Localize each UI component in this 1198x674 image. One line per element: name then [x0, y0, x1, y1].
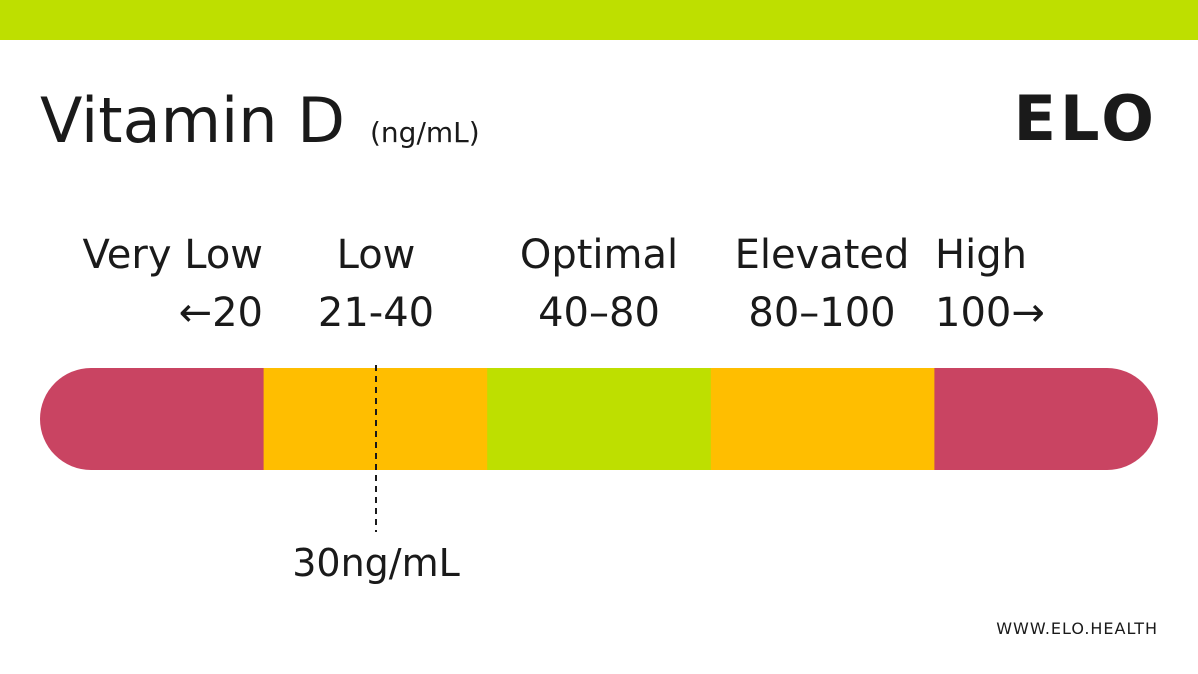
top-band: [0, 0, 1198, 40]
segment-label: Elevated: [735, 232, 910, 278]
segment-label: Low: [337, 232, 416, 278]
range-segment: [487, 368, 712, 470]
range-segment: [710, 368, 936, 470]
segment-range: 40–80: [538, 290, 660, 336]
logo: ELO: [1014, 82, 1158, 155]
segment-range: 100→: [935, 290, 1045, 336]
segment-label: High: [935, 232, 1027, 278]
segment-range: 80–100: [748, 290, 895, 336]
range-segment: [40, 368, 265, 470]
marker-label: 30ng/mL: [292, 541, 460, 585]
segment-label: Optimal: [520, 232, 678, 278]
unit: (ng/mL): [370, 116, 480, 149]
segment-range: ←20: [179, 290, 263, 336]
segment-label: Very Low: [83, 232, 263, 278]
range-segment: [934, 368, 1158, 470]
segment-range: 21-40: [318, 290, 434, 336]
footer-url: WWW.ELO.HEALTH: [996, 619, 1158, 638]
range-bar: [40, 368, 1158, 470]
title: Vitamin D: [40, 84, 345, 157]
